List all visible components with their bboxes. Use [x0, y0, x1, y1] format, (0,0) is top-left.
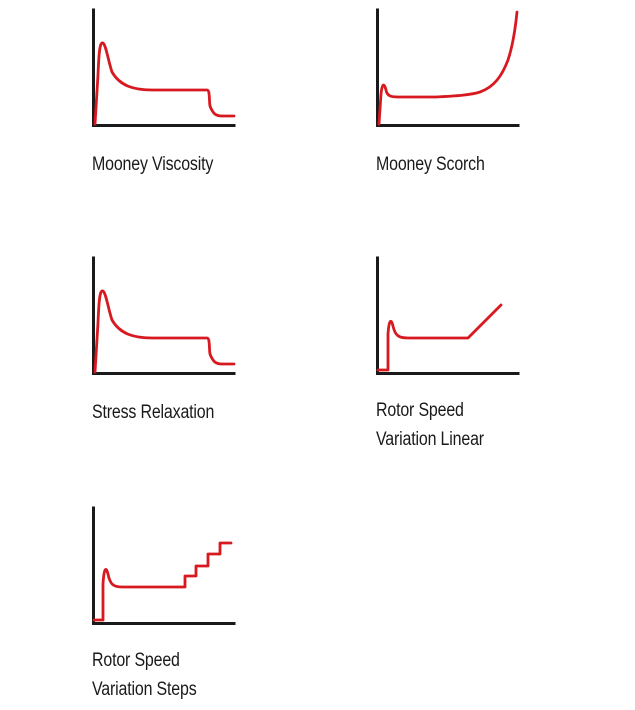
caption-rotor-speed-variation-steps: Rotor Speed Variation Steps — [92, 646, 197, 704]
test-panel-stress-relaxation: Stress Relaxation — [92, 256, 282, 458]
mooney-scorch-graph — [376, 8, 520, 127]
test-panel-rotor-speed-variation-steps: Rotor Speed Variation Steps — [92, 506, 282, 708]
caption-stress-relaxation: Stress Relaxation — [92, 398, 214, 427]
caption-line: Variation Steps — [92, 679, 197, 700]
graph-axes — [376, 8, 520, 127]
rotor-speed-steps-graph — [92, 506, 236, 625]
mooney-viscosity-curve — [93, 41, 236, 126]
caption-line: Variation Linear — [376, 429, 484, 450]
caption-mooney-scorch: Mooney Scorch — [376, 150, 485, 179]
caption-line: Rotor Speed — [376, 400, 464, 421]
stress-relaxation-curve — [93, 289, 236, 374]
caption-mooney-viscosity: Mooney Viscosity — [92, 150, 213, 179]
rotor-speed-linear-curve — [376, 303, 503, 372]
rotor-speed-steps-curve — [92, 541, 233, 622]
graph-axes — [92, 256, 236, 375]
mooney-viscosity-graph — [92, 8, 236, 127]
test-panel-mooney-scorch: Mooney Scorch — [376, 8, 566, 210]
caption-line: Stress Relaxation — [92, 402, 215, 423]
test-panel-mooney-viscosity: Mooney Viscosity — [92, 8, 282, 210]
graph-axes — [92, 506, 236, 625]
caption-rotor-speed-variation-linear: Rotor Speed Variation Linear — [376, 396, 484, 454]
caption-line: Rotor Speed — [92, 650, 180, 671]
stress-relaxation-graph — [92, 256, 236, 375]
caption-line: Mooney Viscosity — [92, 154, 214, 175]
test-panel-rotor-speed-variation-linear: Rotor Speed Variation Linear — [376, 256, 566, 458]
graph-axes — [376, 256, 520, 375]
mooney-scorch-curve — [377, 10, 519, 126]
graph-axes — [92, 8, 236, 127]
caption-line: Mooney Scorch — [376, 154, 485, 175]
rotor-speed-linear-graph — [376, 256, 520, 375]
